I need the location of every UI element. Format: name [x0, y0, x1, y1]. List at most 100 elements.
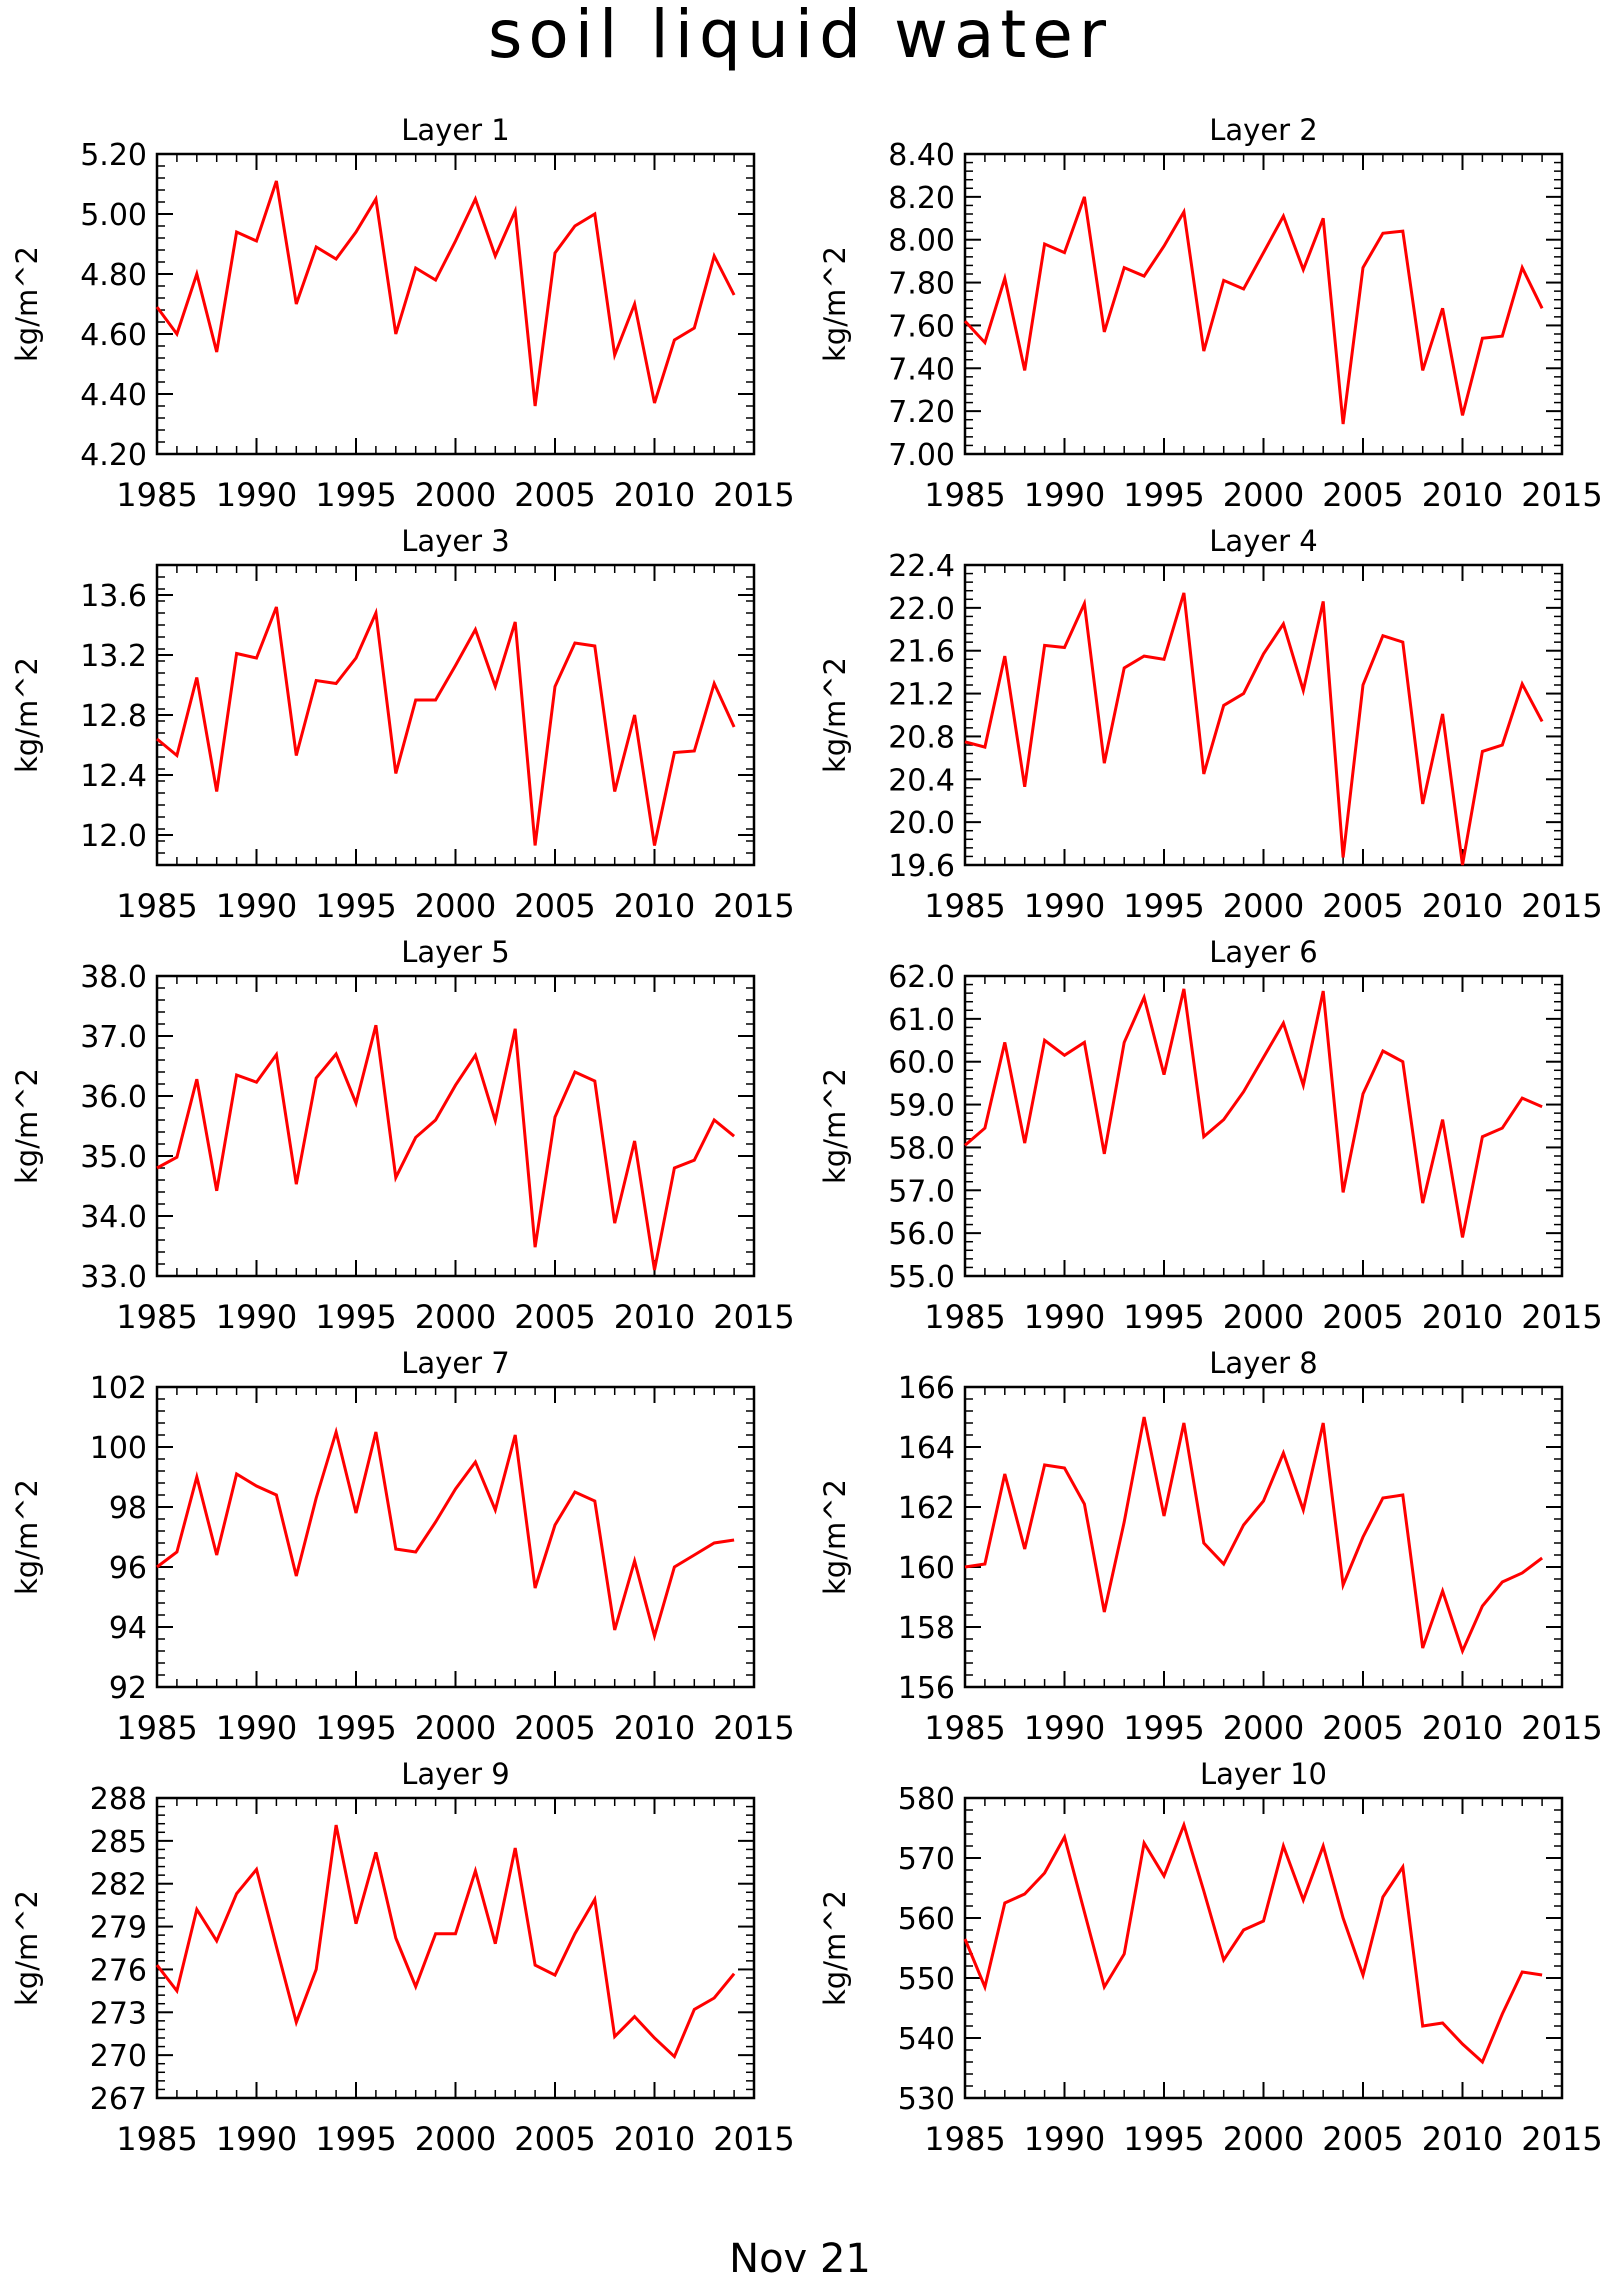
- x-tick-label: 2015: [713, 2120, 794, 2158]
- x-tick-label: 1985: [924, 1298, 1005, 1336]
- x-tick-label: 2015: [713, 476, 794, 514]
- x-tick-label: 2015: [713, 1709, 794, 1747]
- x-tick-label: 2010: [1422, 2120, 1503, 2158]
- y-tick-label: 7.20: [888, 395, 955, 430]
- y-tick-label: 34.0: [80, 1200, 147, 1235]
- x-tick-label: 2010: [1422, 1298, 1503, 1336]
- series-line: [156, 606, 736, 846]
- y-tick-label: 276: [90, 1953, 147, 1988]
- panel-title: Layer 2: [1209, 113, 1318, 147]
- x-tick-label: 2000: [415, 1298, 496, 1336]
- y-tick-label: 13.6: [80, 579, 147, 614]
- y-tick-label: 56.0: [888, 1217, 955, 1252]
- x-tick-label: 2010: [1422, 887, 1503, 925]
- plot-frame: [963, 1385, 1564, 1689]
- y-tick-label: 550: [898, 1962, 955, 1997]
- x-tick-label: 2000: [415, 1709, 496, 1747]
- y-axis-label: kg/m^2: [10, 1890, 44, 2006]
- y-tick-label: 8.40: [888, 138, 955, 173]
- y-axis-label: kg/m^2: [10, 657, 44, 773]
- x-tick-label: 1990: [216, 2120, 297, 2158]
- y-tick-label: 288: [90, 1782, 147, 1817]
- x-tick-label: 1990: [1024, 2120, 1105, 2158]
- y-tick-label: 164: [898, 1431, 955, 1466]
- x-tick-label: 2000: [1223, 2120, 1304, 2158]
- y-tick-label: 38.0: [80, 960, 147, 995]
- figure-title: soil liquid water: [487, 0, 1113, 73]
- x-tick-label: 2005: [1322, 476, 1403, 514]
- panel-title: Layer 7: [401, 1346, 510, 1380]
- x-tick-label: 1995: [1123, 2120, 1204, 2158]
- y-tick-label: 156: [898, 1671, 955, 1706]
- y-tick-label: 12.8: [80, 699, 147, 734]
- plot-frame: [963, 974, 1564, 1278]
- y-tick-label: 98: [109, 1491, 147, 1526]
- y-tick-label: 35.0: [80, 1140, 147, 1175]
- x-tick-label: 1995: [315, 1298, 396, 1336]
- x-tick-label: 2015: [713, 1298, 794, 1336]
- x-tick-label: 1995: [1123, 1298, 1204, 1336]
- y-tick-label: 94: [109, 1611, 147, 1646]
- series-line: [963, 1820, 1543, 2065]
- y-tick-label: 270: [90, 2039, 147, 2074]
- y-tick-label: 61.0: [888, 1003, 955, 1038]
- y-tick-label: 55.0: [888, 1260, 955, 1295]
- y-tick-label: 62.0: [888, 960, 955, 995]
- series-line: [964, 592, 1544, 866]
- x-tick-label: 1985: [116, 1298, 197, 1336]
- plot-frame: [155, 1796, 756, 2100]
- y-tick-label: 22.4: [888, 549, 955, 584]
- y-tick-label: 102: [90, 1371, 147, 1406]
- series-line: [156, 1426, 735, 1642]
- y-tick-label: 273: [90, 1996, 147, 2031]
- x-tick-label: 2005: [514, 1709, 595, 1747]
- y-tick-label: 7.40: [888, 352, 955, 387]
- y-tick-label: 8.20: [888, 181, 955, 216]
- y-tick-label: 160: [898, 1551, 955, 1586]
- x-tick-label: 1995: [1123, 887, 1204, 925]
- y-tick-label: 285: [90, 1825, 147, 1860]
- y-axis-label: kg/m^2: [10, 246, 44, 362]
- y-tick-label: 7.60: [888, 309, 955, 344]
- x-tick-label: 2000: [415, 2120, 496, 2158]
- x-tick-label: 2005: [514, 1298, 595, 1336]
- plot-frame: [155, 563, 756, 867]
- x-tick-label: 1985: [924, 2120, 1005, 2158]
- panel-1: Layer 1 kg/m^2 1985 1990 1995 2000 2005 2010 201…: [10, 113, 795, 514]
- y-tick-label: 60.0: [888, 1046, 955, 1081]
- y-tick-label: 4.40: [80, 378, 147, 413]
- x-tick-label: 2010: [614, 1298, 695, 1336]
- y-tick-label: 19.6: [888, 849, 955, 884]
- y-tick-label: 12.4: [80, 759, 147, 794]
- x-tick-label: 1985: [924, 887, 1005, 925]
- series-line: [155, 180, 736, 407]
- x-tick-label: 2000: [1223, 1298, 1304, 1336]
- x-tick-label: 1990: [1024, 887, 1105, 925]
- series-line: [964, 988, 1543, 1238]
- plot-frame: [155, 1385, 756, 1689]
- y-axis-label: kg/m^2: [10, 1479, 44, 1595]
- x-tick-label: 2010: [614, 2120, 695, 2158]
- y-tick-label: 267: [90, 2082, 147, 2117]
- y-tick-label: 158: [898, 1611, 955, 1646]
- x-tick-label: 2005: [514, 2120, 595, 2158]
- panel-8: Layer 8 kg/m^2 1985 1990 1995 2000 2005 2010 201…: [818, 1346, 1600, 1747]
- x-tick-label: 1985: [924, 476, 1005, 514]
- panel-4: Layer 4 kg/m^2 1985 1990 1995 2000 2005 2010 201…: [818, 524, 1600, 925]
- x-tick-label: 2000: [1223, 1709, 1304, 1747]
- plot-frame: [963, 563, 1564, 867]
- y-tick-label: 20.0: [888, 806, 955, 841]
- series-line: [155, 1824, 736, 2060]
- x-tick-label: 2010: [614, 887, 695, 925]
- x-tick-label: 2005: [1322, 1709, 1403, 1747]
- x-tick-label: 1990: [216, 1298, 297, 1336]
- y-tick-label: 20.4: [888, 763, 955, 798]
- panel-2: Layer 2 kg/m^2 1985 1990 1995 2000 2005 2010 201…: [818, 113, 1600, 514]
- y-tick-label: 92: [109, 1671, 147, 1706]
- panel-3: Layer 3 kg/m^2 1985 1990 1995 2000 2005 2010 201…: [10, 524, 795, 925]
- plot-frame: [963, 152, 1564, 456]
- y-tick-label: 5.00: [80, 198, 147, 233]
- panel-title: Layer 4: [1209, 524, 1318, 558]
- x-tick-label: 2010: [614, 476, 695, 514]
- x-tick-label: 1990: [1024, 1298, 1105, 1336]
